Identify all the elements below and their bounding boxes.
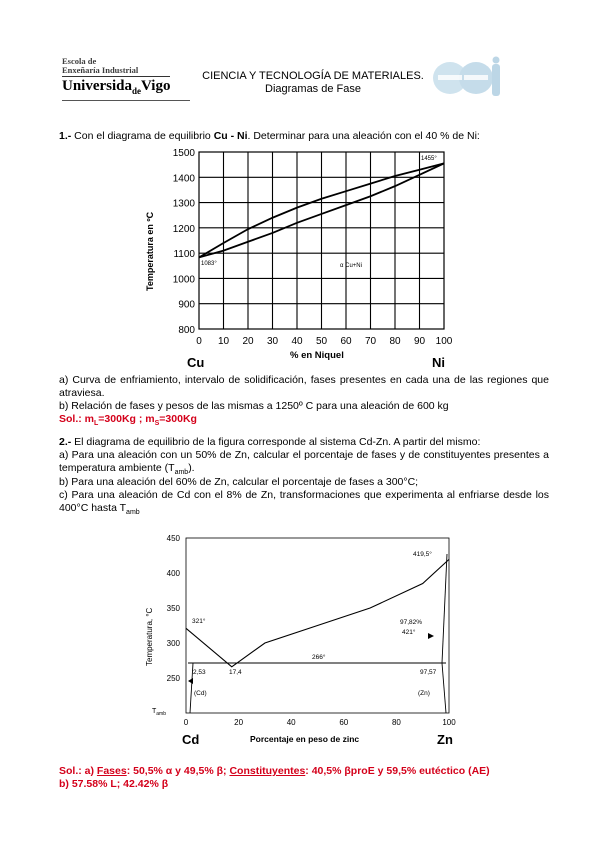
chart2-ytick-label: 300 <box>167 639 181 648</box>
chart1-xtick-label: 20 <box>242 336 254 347</box>
chart1-left-element: Cu <box>187 355 204 370</box>
logo-line1: Escola de <box>62 56 97 66</box>
chart2-right-element: Zn <box>437 732 453 747</box>
chart1-xlabel: % en Niquel <box>290 350 344 361</box>
chart2-xtick-label: 20 <box>234 718 243 727</box>
chart2-ytick-label: 350 <box>167 604 181 613</box>
header-title: CIENCIA Y TECNOLOGÍA DE MATERIALES. <box>202 70 424 82</box>
chart1-solidus-line <box>198 162 445 259</box>
chart1-ytick-label: 800 <box>178 325 195 336</box>
chart1-grid <box>199 152 444 329</box>
problem1-question-a: a) Curva de enfriamiento, intervalo de s… <box>59 374 549 399</box>
header-subtitle: Diagramas de Fase <box>265 83 361 95</box>
chart2-annot-right-phase: (Zn) <box>418 690 430 697</box>
chart2-xtick-label: 0 <box>184 718 189 727</box>
chart2-tamb: Tamb <box>152 708 166 717</box>
chart2-annot-eut-temp: 266° <box>312 653 326 661</box>
chart2-ytick-label: 450 <box>167 534 181 543</box>
chart2-annot-right-liq: 97,82% <box>400 619 422 626</box>
problem2-question-c: c) Para una aleación de Cd con el 8% de … <box>59 489 549 517</box>
problem2-question-b: b) Para una aleación del 60% de Zn, calc… <box>59 476 419 488</box>
chart1-ytick-labels: 1500 1400 1300 1200 1100 1000 900 800 <box>173 148 196 336</box>
problem1-statement: 1.- Con el diagrama de equilibrio Cu - N… <box>59 130 480 142</box>
problem1-solution: Sol.: mL=300Kg ; mS=300Kg <box>59 413 197 428</box>
logo-university: UniversidadeVigo <box>62 78 171 96</box>
problem2-statement: 2.- El diagrama de equilibrio de la figu… <box>59 436 481 448</box>
chart2-annot-right-liq-t: 421° <box>402 628 416 636</box>
chart1-ytick-label: 1400 <box>173 173 196 184</box>
chart1-ytick-label: 1000 <box>173 274 196 285</box>
chart1-xtick-label: 0 <box>196 336 202 347</box>
chart2-arrow-right-icon <box>428 633 434 639</box>
chart1-xtick-label: 90 <box>414 336 426 347</box>
chart1-annot-mid: α Cu+Ni <box>340 263 362 269</box>
logo-line2: Enxeñaría Industrial <box>62 65 139 75</box>
chart2-xlabel: Porcentaje en peso de zinc <box>250 734 359 744</box>
chart2-xtick-label: 60 <box>339 718 348 727</box>
problem2-solution-b: b) 57.58% L; 42.42% β <box>59 778 169 790</box>
chart1-right-element: Ni <box>432 355 445 370</box>
chart1-xtick-label: 60 <box>340 336 352 347</box>
chart2-annot-cd-mp: 321° <box>192 617 206 625</box>
logo-rule <box>62 76 170 77</box>
problem2-solution-a: Sol.: a) Fases: 50,5% α y 49,5% β; Const… <box>59 765 490 777</box>
chart2-annot-right-sol: 97,57 <box>420 669 437 676</box>
chart1-xtick-label: 100 <box>436 336 453 347</box>
chart1-xtick-label: 80 <box>389 336 401 347</box>
chart2-liquidus-line <box>185 558 450 668</box>
chart2-arrow-left-icon <box>188 678 193 684</box>
chart1-ytick-label: 1200 <box>173 224 196 235</box>
chart1-xtick-label: 30 <box>267 336 279 347</box>
cd-zn-phase-diagram: 450 400 350 300 250 0 20 40 60 80 100 321° 419,5°… <box>145 534 456 747</box>
chart1-xtick-label: 40 <box>291 336 303 347</box>
eei-logo-icon <box>433 56 500 96</box>
problem1-question-b: b) Relación de fases y pesos de las mism… <box>59 400 449 412</box>
chart2-right-solvus <box>441 662 447 714</box>
chart2-ytick-label: 250 <box>167 674 181 683</box>
chart1-ylabel: Temperatura en ºC <box>145 211 155 291</box>
chart2-annot-left-phase: (Cd) <box>194 690 207 697</box>
chart1-curves <box>198 162 445 259</box>
chart2-ylabel: Temperatura, °C <box>145 607 154 666</box>
chart1-liquidus-line <box>198 162 445 259</box>
chart1-xtick-label: 50 <box>316 336 328 347</box>
chart2-curves <box>185 558 450 668</box>
logo-rule-bottom <box>62 100 190 101</box>
chart2-annot-left-sol: 2,53 <box>193 669 206 676</box>
chart1-ytick-label: 1500 <box>173 148 196 159</box>
university-logo: Escola de Enxeñaría Industrial Universid… <box>60 56 190 101</box>
chart1-annot-left: 1083° <box>201 261 217 267</box>
cu-ni-phase-diagram: 1500 1400 1300 1200 1100 1000 900 800 0 10 20 30 40… <box>145 148 453 370</box>
chart2-ytick-label: 400 <box>167 569 181 578</box>
chart1-ytick-label: 1100 <box>173 249 195 260</box>
chart2-xtick-label: 80 <box>392 718 401 727</box>
chart1-xtick-labels: 0 10 20 30 40 50 60 70 80 90 100 <box>196 336 453 347</box>
chart1-ytick-label: 1300 <box>173 199 196 210</box>
problem2-question-a: a) Para una aleación con un 50% de Zn, c… <box>59 449 549 477</box>
chart2-left-solvus <box>189 662 194 714</box>
chart1-xtick-label: 70 <box>365 336 377 347</box>
chart2-xtick-label: 40 <box>287 718 296 727</box>
chart2-annot-zn-mp: 419,5° <box>413 550 432 558</box>
chart2-left-element: Cd <box>182 732 199 747</box>
chart1-xtick-label: 10 <box>218 336 230 347</box>
chart1-ytick-label: 900 <box>178 300 195 311</box>
chart1-annot-right: 1455° <box>421 156 437 162</box>
header: Escola de Enxeñaría Industrial Universid… <box>60 56 550 108</box>
chart2-xtick-labels: 0 20 40 60 80 100 <box>184 718 456 727</box>
chart2-right-solidus <box>441 553 448 664</box>
chart2-ytick-labels: 450 400 350 300 250 <box>167 534 181 683</box>
chart2-annot-eut-comp: 17,4 <box>229 669 242 676</box>
chart2-xtick-label: 100 <box>442 718 456 727</box>
